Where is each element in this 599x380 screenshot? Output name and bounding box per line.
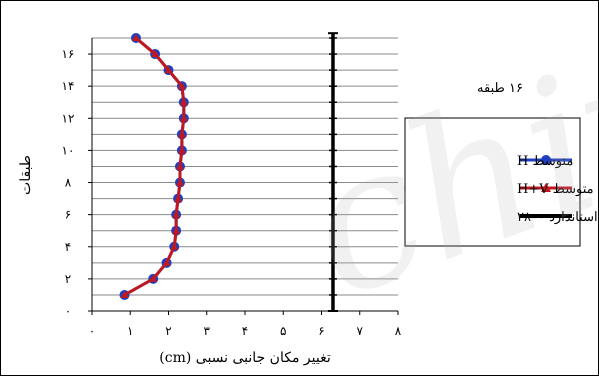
data-point (151, 50, 160, 58)
legend-title: ۱۶ طبقه (477, 81, 523, 96)
x-tick-label: ۵ (280, 324, 286, 338)
x-tick-label: ۰ (89, 324, 95, 338)
data-point (177, 146, 186, 154)
grid-layer (92, 37, 398, 296)
legend-box (404, 117, 581, 247)
y-tick-label: ۶ (65, 208, 71, 222)
y-tick-label: ۴ (65, 240, 71, 254)
legend: متوسط H متوسط H+V استاندارد ۲۸۰۰ (404, 117, 598, 247)
data-point (172, 210, 181, 218)
series-layer (119, 32, 338, 312)
data-point (179, 98, 188, 106)
data-point (172, 226, 181, 234)
data-point (149, 274, 158, 282)
legend-entry-label: استاندارد ۲۸۰۰ (517, 210, 598, 225)
y-tick-label: ۱۶ (62, 47, 75, 61)
y-tick-label: ۰ (65, 304, 71, 318)
x-tick-label: ۲ (165, 324, 171, 338)
x-tick-label: ۴ (242, 324, 248, 338)
data-point (175, 162, 184, 170)
legend-swatch-marker (541, 183, 551, 192)
y-tick-label: ۲ (65, 272, 71, 286)
x-tick-label: ۸ (395, 324, 402, 338)
data-point (177, 82, 186, 90)
legend-items: متوسط H متوسط H+V استاندارد ۲۸۰۰ (517, 154, 598, 225)
legend-entry-label: متوسط H (517, 154, 573, 169)
x-tick-label: ۷ (357, 324, 364, 338)
y-tick-label: ۱۰ (62, 143, 75, 157)
x-axis-title: تغییر مکان جانبی نسبی (cm) (159, 350, 331, 366)
x-tick-label: ۱ (127, 324, 133, 338)
data-point (177, 130, 186, 138)
data-point (162, 258, 171, 266)
data-point (170, 242, 179, 250)
y-tick-label: ۱۴ (62, 79, 75, 93)
data-point (175, 178, 184, 186)
y-tick-label: ۸ (65, 176, 72, 190)
y-axis-title: طبقات (18, 155, 34, 195)
data-point (179, 114, 188, 122)
data-point (120, 290, 129, 298)
legend-entry-label: متوسط H+V (517, 182, 594, 197)
data-point (131, 34, 140, 41)
data-point (164, 66, 173, 74)
x-tick-label: ۶ (318, 324, 324, 338)
x-tick-label: ۳ (204, 324, 211, 338)
y-tick-label: ۱۲ (62, 111, 75, 125)
legend-swatch-marker (541, 155, 551, 165)
data-point (174, 194, 183, 202)
